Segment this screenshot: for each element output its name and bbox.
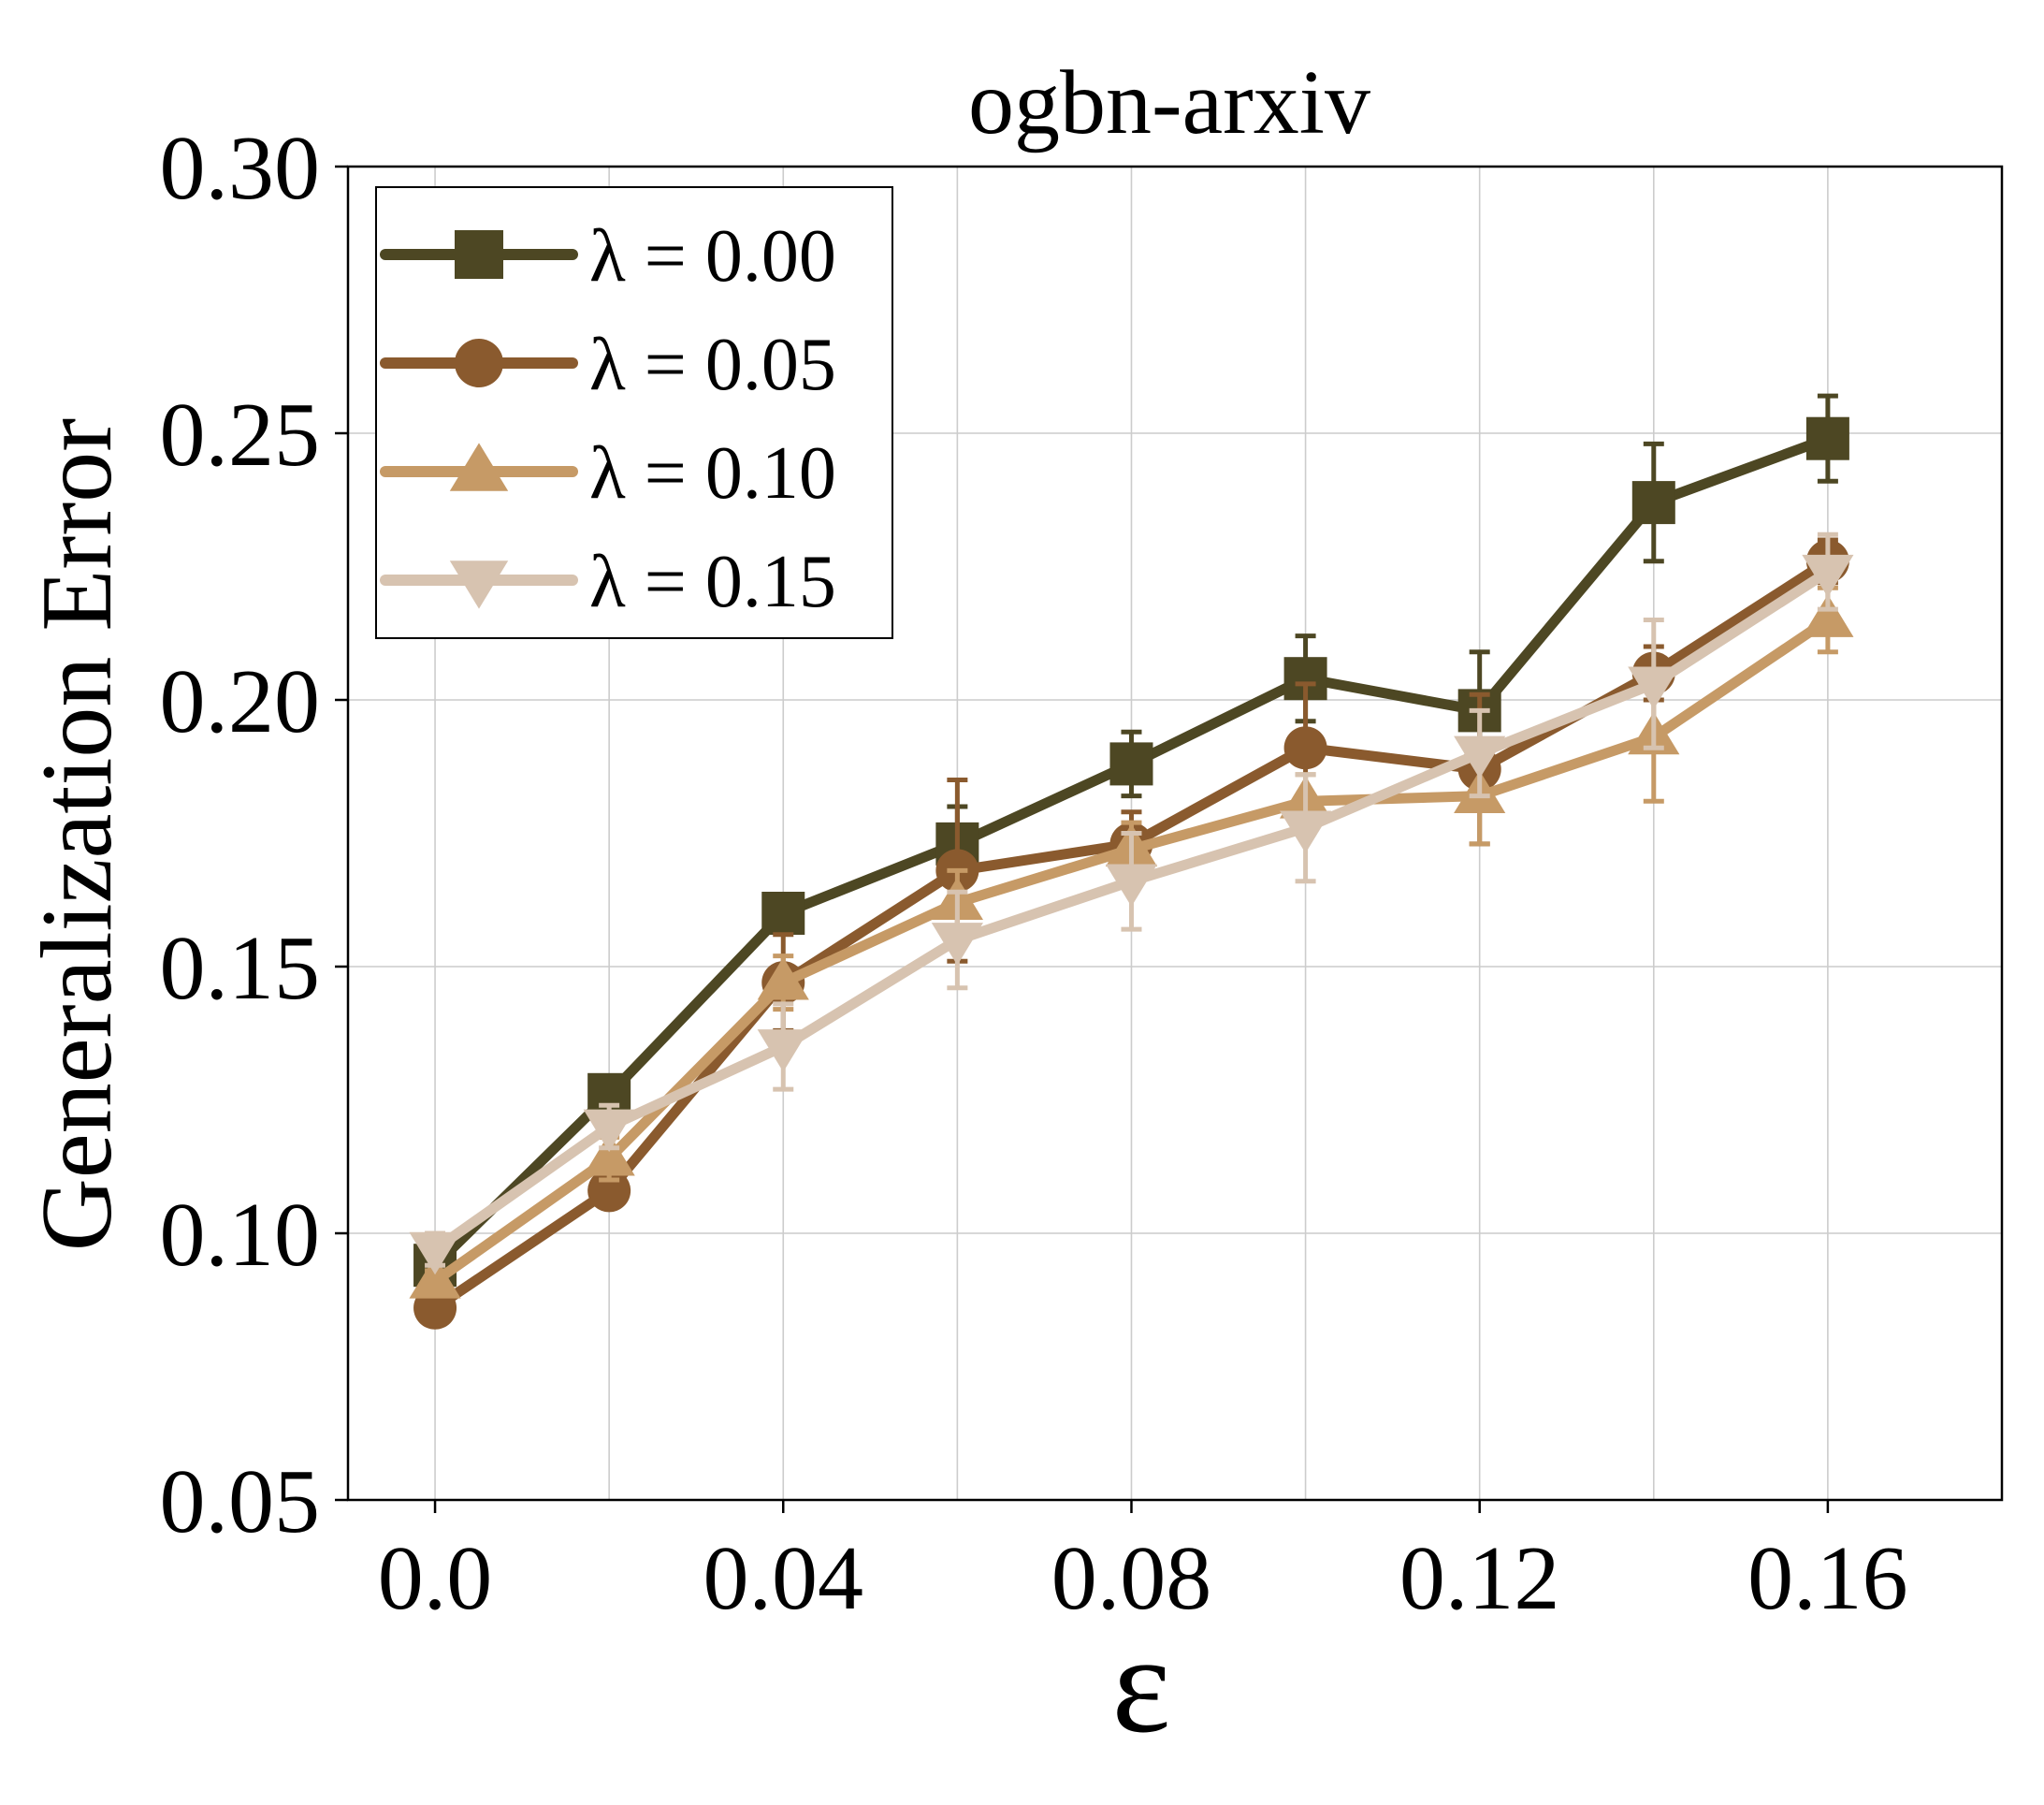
legend-marker bbox=[455, 230, 503, 279]
axis-ticks: 0.0 0.04 0.08 0.12 0.16 0.05 0.10 0.15 0.20 0.25 0… bbox=[160, 118, 1908, 1629]
y-tick-label: 0.20 bbox=[160, 651, 321, 752]
x-tick-label: 0.04 bbox=[703, 1528, 864, 1629]
data-point bbox=[1631, 481, 1675, 525]
chart-title: ogbn-arxiv bbox=[968, 52, 1370, 153]
y-tick-label: 0.05 bbox=[160, 1451, 321, 1552]
legend-item: λ = 0.00 bbox=[380, 215, 836, 298]
y-axis-label: Generalization Error bbox=[22, 418, 133, 1252]
data-point bbox=[1105, 864, 1158, 907]
data-point bbox=[931, 923, 983, 966]
data-point bbox=[1802, 594, 1854, 637]
data-point bbox=[757, 1029, 809, 1072]
legend-marker bbox=[455, 339, 503, 387]
legend-item: λ = 0.05 bbox=[380, 324, 836, 406]
data-point bbox=[1454, 735, 1506, 779]
y-tick-label: 0.25 bbox=[160, 385, 321, 486]
x-tick-label: 0.16 bbox=[1747, 1528, 1908, 1629]
data-point bbox=[1283, 726, 1327, 770]
data-point bbox=[1628, 666, 1680, 709]
data-point bbox=[1805, 416, 1849, 460]
data-point bbox=[1802, 554, 1854, 598]
data-point bbox=[409, 1231, 461, 1275]
legend-label: λ = 0.05 bbox=[589, 324, 836, 406]
plot-frame bbox=[346, 165, 2004, 1502]
data-point bbox=[587, 1169, 631, 1213]
data-point bbox=[757, 957, 809, 1000]
data-point bbox=[583, 1133, 635, 1176]
legend-marker bbox=[449, 443, 509, 491]
data-point bbox=[409, 1256, 461, 1299]
legend: λ = 0.00 λ = 0.05 λ = 0.10 λ = 0.15 bbox=[375, 186, 893, 639]
x-tick-label: 0.0 bbox=[378, 1528, 493, 1629]
legend-label: λ = 0.10 bbox=[589, 432, 836, 515]
series-3 bbox=[409, 531, 1854, 1275]
series-layer bbox=[409, 393, 1854, 1330]
x-tick-label: 0.12 bbox=[1399, 1528, 1560, 1629]
data-point bbox=[761, 892, 805, 935]
x-axis-label: ε bbox=[1112, 1607, 1171, 1762]
data-point bbox=[1109, 742, 1153, 786]
data-point bbox=[1279, 810, 1332, 853]
y-tick-label: 0.10 bbox=[160, 1185, 321, 1286]
data-point bbox=[583, 1109, 635, 1153]
legend-marker bbox=[449, 560, 509, 609]
y-tick-label: 0.15 bbox=[160, 918, 321, 1019]
legend-item: λ = 0.15 bbox=[380, 541, 836, 623]
x-tick-label: 0.08 bbox=[1051, 1528, 1212, 1629]
legend-label: λ = 0.00 bbox=[589, 215, 836, 298]
legend-item: λ = 0.10 bbox=[380, 432, 836, 515]
y-tick-label: 0.30 bbox=[160, 118, 321, 219]
legend-label: λ = 0.15 bbox=[589, 541, 836, 623]
